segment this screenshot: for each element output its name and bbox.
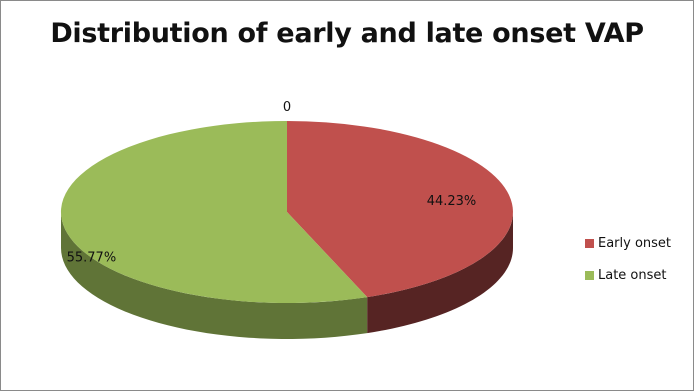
data-label-zero: 0 bbox=[283, 100, 291, 115]
legend-swatch-late-onset bbox=[585, 270, 594, 280]
pie-side-early-onset bbox=[367, 212, 513, 334]
legend: Early onset Late onset bbox=[585, 232, 671, 296]
legend-swatch-early-onset bbox=[585, 238, 594, 248]
pie-slice-early-onset bbox=[287, 121, 513, 298]
data-label-early-onset: 44.23% bbox=[427, 194, 477, 209]
data-label-late-onset: 55.77% bbox=[67, 250, 117, 265]
legend-label-early-onset: Early onset bbox=[598, 235, 672, 251]
pie-slice-late-onset bbox=[60, 120, 368, 303]
legend-label-late-onset: Late onset bbox=[598, 267, 667, 283]
legend-item-late-onset: Late onset bbox=[585, 264, 671, 286]
chart-title: Distribution of early and late onset VAP bbox=[50, 18, 644, 49]
legend-item-early-onset: Early onset bbox=[585, 232, 671, 254]
pie-side-late-onset bbox=[61, 212, 368, 339]
